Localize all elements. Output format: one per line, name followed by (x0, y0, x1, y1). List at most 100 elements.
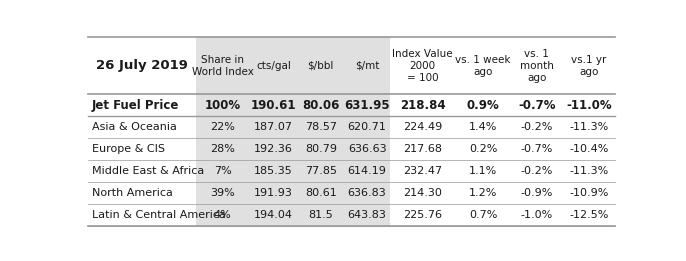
Text: Latin & Central America: Latin & Central America (92, 210, 226, 220)
FancyBboxPatch shape (563, 160, 615, 182)
FancyBboxPatch shape (298, 160, 344, 182)
Text: 194.04: 194.04 (254, 210, 293, 220)
Text: vs. 1 week
ago: vs. 1 week ago (456, 55, 511, 77)
Text: 7%: 7% (214, 166, 232, 176)
FancyBboxPatch shape (88, 116, 196, 138)
Text: -1.0%: -1.0% (521, 210, 553, 220)
Text: 1.1%: 1.1% (469, 166, 497, 176)
FancyBboxPatch shape (344, 116, 390, 138)
FancyBboxPatch shape (298, 116, 344, 138)
Text: 217.68: 217.68 (403, 144, 442, 154)
Text: 4%: 4% (214, 210, 232, 220)
Text: 78.57: 78.57 (305, 122, 337, 132)
FancyBboxPatch shape (456, 182, 510, 204)
FancyBboxPatch shape (510, 94, 563, 116)
FancyBboxPatch shape (250, 116, 298, 138)
FancyBboxPatch shape (390, 204, 456, 226)
FancyBboxPatch shape (344, 160, 390, 182)
FancyBboxPatch shape (510, 37, 563, 94)
FancyBboxPatch shape (563, 37, 615, 94)
Text: -0.9%: -0.9% (521, 188, 553, 198)
Text: 225.76: 225.76 (403, 210, 442, 220)
FancyBboxPatch shape (344, 37, 390, 94)
FancyBboxPatch shape (456, 37, 510, 94)
FancyBboxPatch shape (456, 138, 510, 160)
Text: -12.5%: -12.5% (569, 210, 608, 220)
Text: 26 July 2019: 26 July 2019 (96, 59, 188, 72)
Text: 620.71: 620.71 (348, 122, 386, 132)
Text: -0.7%: -0.7% (521, 144, 553, 154)
FancyBboxPatch shape (250, 204, 298, 226)
FancyBboxPatch shape (510, 138, 563, 160)
FancyBboxPatch shape (390, 116, 456, 138)
FancyBboxPatch shape (390, 138, 456, 160)
Text: -0.7%: -0.7% (518, 99, 556, 111)
Text: 224.49: 224.49 (403, 122, 442, 132)
Text: $/mt: $/mt (355, 61, 379, 71)
Text: 192.36: 192.36 (254, 144, 293, 154)
FancyBboxPatch shape (88, 138, 196, 160)
Text: 187.07: 187.07 (254, 122, 293, 132)
FancyBboxPatch shape (563, 204, 615, 226)
FancyBboxPatch shape (510, 160, 563, 182)
Text: 191.93: 191.93 (254, 188, 293, 198)
Text: -11.0%: -11.0% (566, 99, 611, 111)
FancyBboxPatch shape (563, 138, 615, 160)
Text: Jet Fuel Price: Jet Fuel Price (92, 99, 179, 111)
Text: 214.30: 214.30 (403, 188, 442, 198)
Text: 1.4%: 1.4% (469, 122, 497, 132)
Text: 643.83: 643.83 (348, 210, 386, 220)
Text: 77.85: 77.85 (305, 166, 337, 176)
Text: 232.47: 232.47 (403, 166, 442, 176)
FancyBboxPatch shape (88, 204, 196, 226)
Text: 100%: 100% (204, 99, 241, 111)
FancyBboxPatch shape (456, 204, 510, 226)
Text: Middle East & Africa: Middle East & Africa (92, 166, 204, 176)
FancyBboxPatch shape (250, 37, 298, 94)
Text: 1.2%: 1.2% (469, 188, 497, 198)
Text: -0.2%: -0.2% (521, 166, 553, 176)
Text: Share in
World Index: Share in World Index (192, 55, 254, 77)
Text: 0.2%: 0.2% (469, 144, 497, 154)
FancyBboxPatch shape (510, 204, 563, 226)
FancyBboxPatch shape (563, 94, 615, 116)
Text: 190.61: 190.61 (251, 99, 296, 111)
FancyBboxPatch shape (250, 94, 298, 116)
FancyBboxPatch shape (344, 182, 390, 204)
Text: 631.95: 631.95 (344, 99, 390, 111)
FancyBboxPatch shape (88, 94, 196, 116)
FancyBboxPatch shape (563, 116, 615, 138)
FancyBboxPatch shape (390, 160, 456, 182)
FancyBboxPatch shape (510, 116, 563, 138)
Text: 614.19: 614.19 (348, 166, 386, 176)
FancyBboxPatch shape (196, 116, 250, 138)
FancyBboxPatch shape (196, 182, 250, 204)
FancyBboxPatch shape (344, 94, 390, 116)
Text: 22%: 22% (210, 122, 235, 132)
Text: vs.1 yr
ago: vs.1 yr ago (571, 55, 606, 77)
FancyBboxPatch shape (250, 182, 298, 204)
Text: -0.2%: -0.2% (521, 122, 553, 132)
Text: $/bbl: $/bbl (307, 61, 334, 71)
Text: 185.35: 185.35 (255, 166, 293, 176)
Text: 28%: 28% (210, 144, 235, 154)
FancyBboxPatch shape (298, 37, 344, 94)
Text: 636.63: 636.63 (348, 144, 386, 154)
Text: Asia & Oceania: Asia & Oceania (92, 122, 176, 132)
Text: Index Value
2000
= 100: Index Value 2000 = 100 (392, 49, 453, 83)
FancyBboxPatch shape (298, 94, 344, 116)
FancyBboxPatch shape (510, 182, 563, 204)
Text: 80.61: 80.61 (305, 188, 337, 198)
Text: -10.4%: -10.4% (569, 144, 608, 154)
FancyBboxPatch shape (250, 160, 298, 182)
FancyBboxPatch shape (196, 204, 250, 226)
FancyBboxPatch shape (196, 138, 250, 160)
Text: 218.84: 218.84 (400, 99, 446, 111)
FancyBboxPatch shape (88, 160, 196, 182)
Text: 0.9%: 0.9% (466, 99, 499, 111)
Text: North America: North America (92, 188, 172, 198)
FancyBboxPatch shape (456, 94, 510, 116)
Text: 636.83: 636.83 (348, 188, 386, 198)
FancyBboxPatch shape (456, 160, 510, 182)
Text: cts/gal: cts/gal (256, 61, 291, 71)
